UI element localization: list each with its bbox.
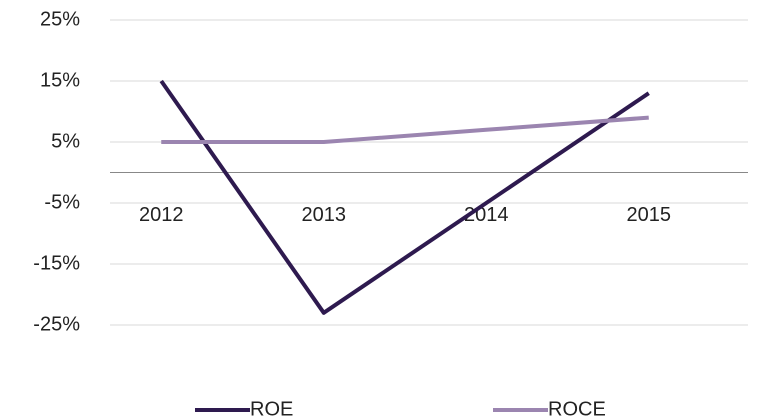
y-tick-label: -15% xyxy=(33,252,80,274)
y-tick-label: 15% xyxy=(40,69,80,91)
x-tick-label: 2012 xyxy=(139,204,184,226)
series-line xyxy=(161,115,649,144)
y-tick-label: -25% xyxy=(33,313,80,335)
series-line xyxy=(159,79,650,315)
y-tick-label: 25% xyxy=(40,8,80,30)
y-tick-label: 5% xyxy=(51,130,80,152)
legend-label: ROCE xyxy=(548,398,606,420)
y-tick-label: -5% xyxy=(44,191,80,213)
x-tick-label: 2015 xyxy=(627,204,672,226)
x-tick-label: 2013 xyxy=(302,204,347,226)
legend-label: ROE xyxy=(250,398,293,420)
